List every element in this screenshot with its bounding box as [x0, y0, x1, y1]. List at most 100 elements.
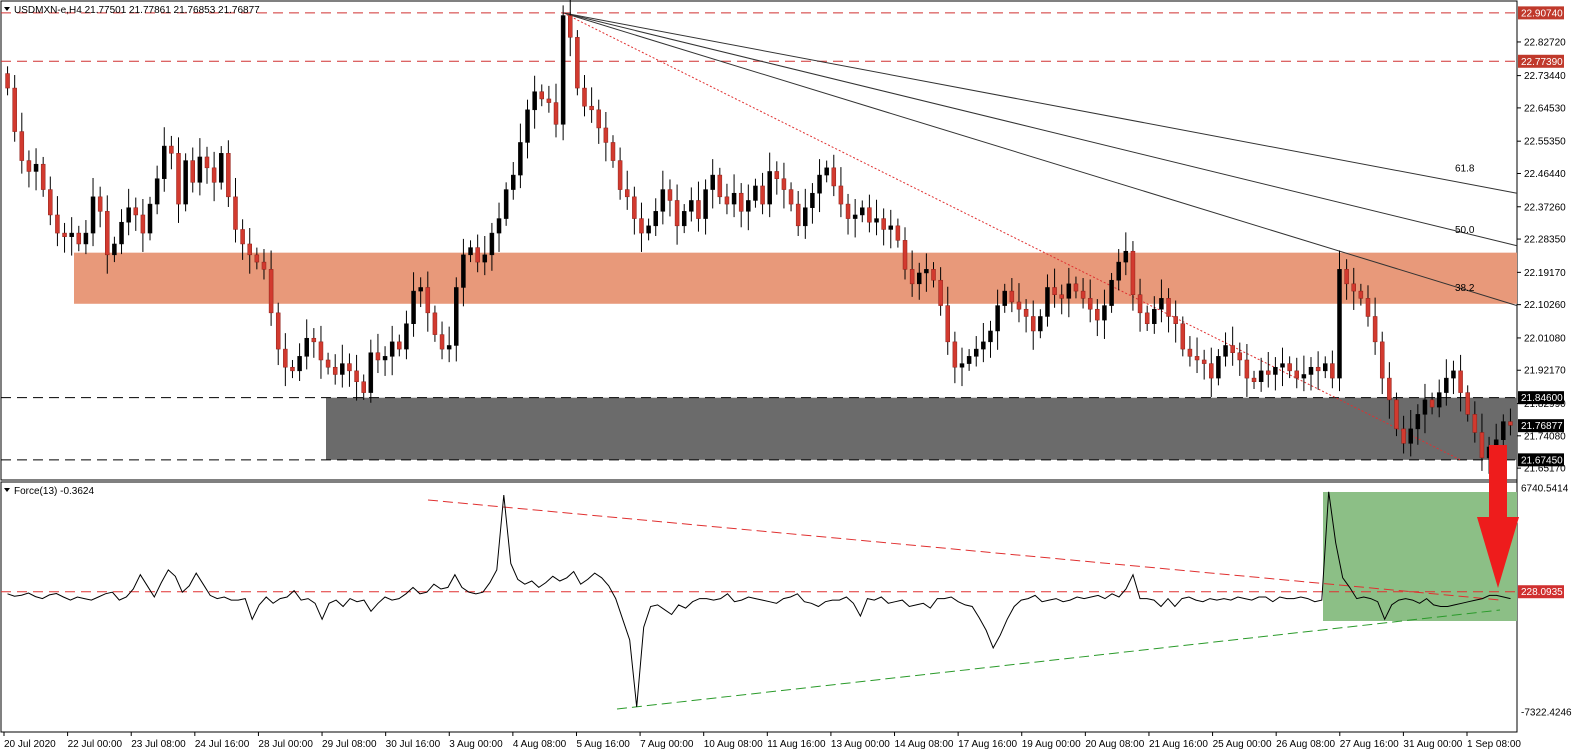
- candle: [233, 177, 238, 243]
- bull-candle-body: [1116, 261, 1121, 281]
- bull-candle-body: [83, 232, 89, 245]
- candle: [482, 235, 488, 276]
- candle: [1137, 278, 1143, 332]
- fib-fan-label-0: 61.8: [1455, 163, 1475, 174]
- candle: [532, 75, 537, 129]
- candle: [988, 320, 993, 358]
- candle: [283, 333, 288, 387]
- candle: [1458, 354, 1463, 412]
- bull-candle-body: [69, 232, 74, 237]
- candle: [1009, 278, 1015, 313]
- price-tick-label: 22.37260: [1524, 202, 1566, 213]
- candle: [240, 219, 245, 260]
- time-tick-label: 25 Aug 00:00: [1213, 739, 1272, 750]
- bear-candle-body: [1394, 399, 1399, 430]
- candle: [632, 186, 637, 235]
- bull-candle-body: [1123, 250, 1129, 263]
- candle: [19, 112, 25, 174]
- bull-candle-body: [1038, 316, 1043, 332]
- bear-candle-body: [190, 160, 195, 183]
- bull-candle-body: [1273, 366, 1278, 375]
- candle: [418, 277, 423, 308]
- bear-candle-body: [774, 171, 780, 179]
- candle: [973, 336, 979, 367]
- bear-candle-body: [105, 211, 110, 256]
- candle: [924, 253, 929, 292]
- bear-candle-body: [1052, 287, 1057, 295]
- bear-candle-body: [254, 254, 260, 263]
- bear-candle-body: [1387, 377, 1392, 401]
- bear-candle-body: [696, 200, 701, 219]
- resistance-zone: [74, 252, 1517, 304]
- bear-candle-body: [760, 185, 765, 205]
- bear-candle-body: [717, 174, 723, 198]
- candle: [1116, 249, 1121, 291]
- candle: [881, 208, 886, 246]
- bear-candle-body: [347, 363, 352, 372]
- bear-candle-body: [1166, 298, 1171, 317]
- bull-candle-body: [1159, 298, 1164, 310]
- price-label-tag: 21.67450: [1518, 453, 1564, 467]
- bear-candle-body: [1095, 308, 1100, 321]
- bull-candle-body: [888, 225, 894, 230]
- candle: [639, 202, 644, 252]
- time-tick-label: 27 Aug 16:00: [1340, 739, 1399, 750]
- fib-fan-line-0: [563, 12, 1518, 194]
- candle: [1358, 283, 1364, 306]
- bear-candle-body: [582, 87, 587, 107]
- candle: [1123, 232, 1129, 276]
- candle: [176, 137, 181, 223]
- time-tick-label: 3 Aug 00:00: [449, 739, 503, 750]
- arrow-shaft: [1489, 445, 1507, 517]
- bear-candle-body: [568, 15, 573, 38]
- bull-candle-body: [503, 189, 509, 219]
- candle: [888, 209, 894, 249]
- candle: [76, 225, 82, 252]
- time-tick-label: 30 Jul 16:00: [386, 739, 441, 750]
- bear-candle-body: [1287, 363, 1292, 372]
- price-tick-label: 22.19170: [1524, 268, 1566, 279]
- bear-candle-body: [55, 214, 60, 234]
- candle: [681, 204, 687, 234]
- candle: [468, 240, 473, 263]
- price-label-text: 22.77390: [1521, 57, 1563, 68]
- price-tick-label: 22.10260: [1524, 300, 1566, 311]
- price-tick-label: 22.01080: [1524, 333, 1566, 344]
- candle: [211, 151, 217, 202]
- support-zone: [326, 397, 1517, 460]
- price-tick-label: 22.28350: [1524, 235, 1566, 246]
- bull-candle-body: [518, 142, 523, 176]
- collapse-triangle-icon[interactable]: [4, 7, 10, 11]
- bull-candle-body: [1444, 377, 1449, 393]
- time-tick-label: 28 Jul 00:00: [258, 739, 313, 750]
- candle: [945, 286, 950, 355]
- bear-candle-body: [275, 312, 281, 350]
- candle: [247, 228, 252, 274]
- bull-candle-body: [1280, 363, 1285, 368]
- price-tick-label: 21.65170: [1524, 464, 1566, 475]
- bull-candle-body: [404, 323, 409, 350]
- bear-candle-body: [1294, 370, 1300, 379]
- bear-candle-body: [617, 160, 623, 190]
- candle: [1201, 349, 1207, 380]
- bear-candle-body: [610, 142, 616, 161]
- price-label-bg: [1518, 419, 1564, 433]
- candle: [874, 199, 879, 236]
- bear-candle-body: [838, 185, 844, 205]
- bear-candle-body: [1209, 363, 1214, 379]
- bear-candle-body: [1137, 294, 1143, 314]
- candle: [1287, 356, 1292, 379]
- time-tick-label: 20 Aug 08:00: [1085, 739, 1144, 750]
- bull-candle-body: [446, 345, 452, 350]
- candle: [1180, 316, 1186, 357]
- candle: [1330, 350, 1335, 389]
- candle: [496, 202, 502, 252]
- candle: [347, 353, 352, 387]
- candle: [1152, 296, 1157, 334]
- candle: [268, 250, 274, 326]
- force-collapse-triangle-icon[interactable]: [4, 488, 10, 492]
- arrow-head: [1477, 517, 1519, 588]
- bear-candle-body: [375, 352, 381, 361]
- price-label-bg: [1518, 391, 1564, 405]
